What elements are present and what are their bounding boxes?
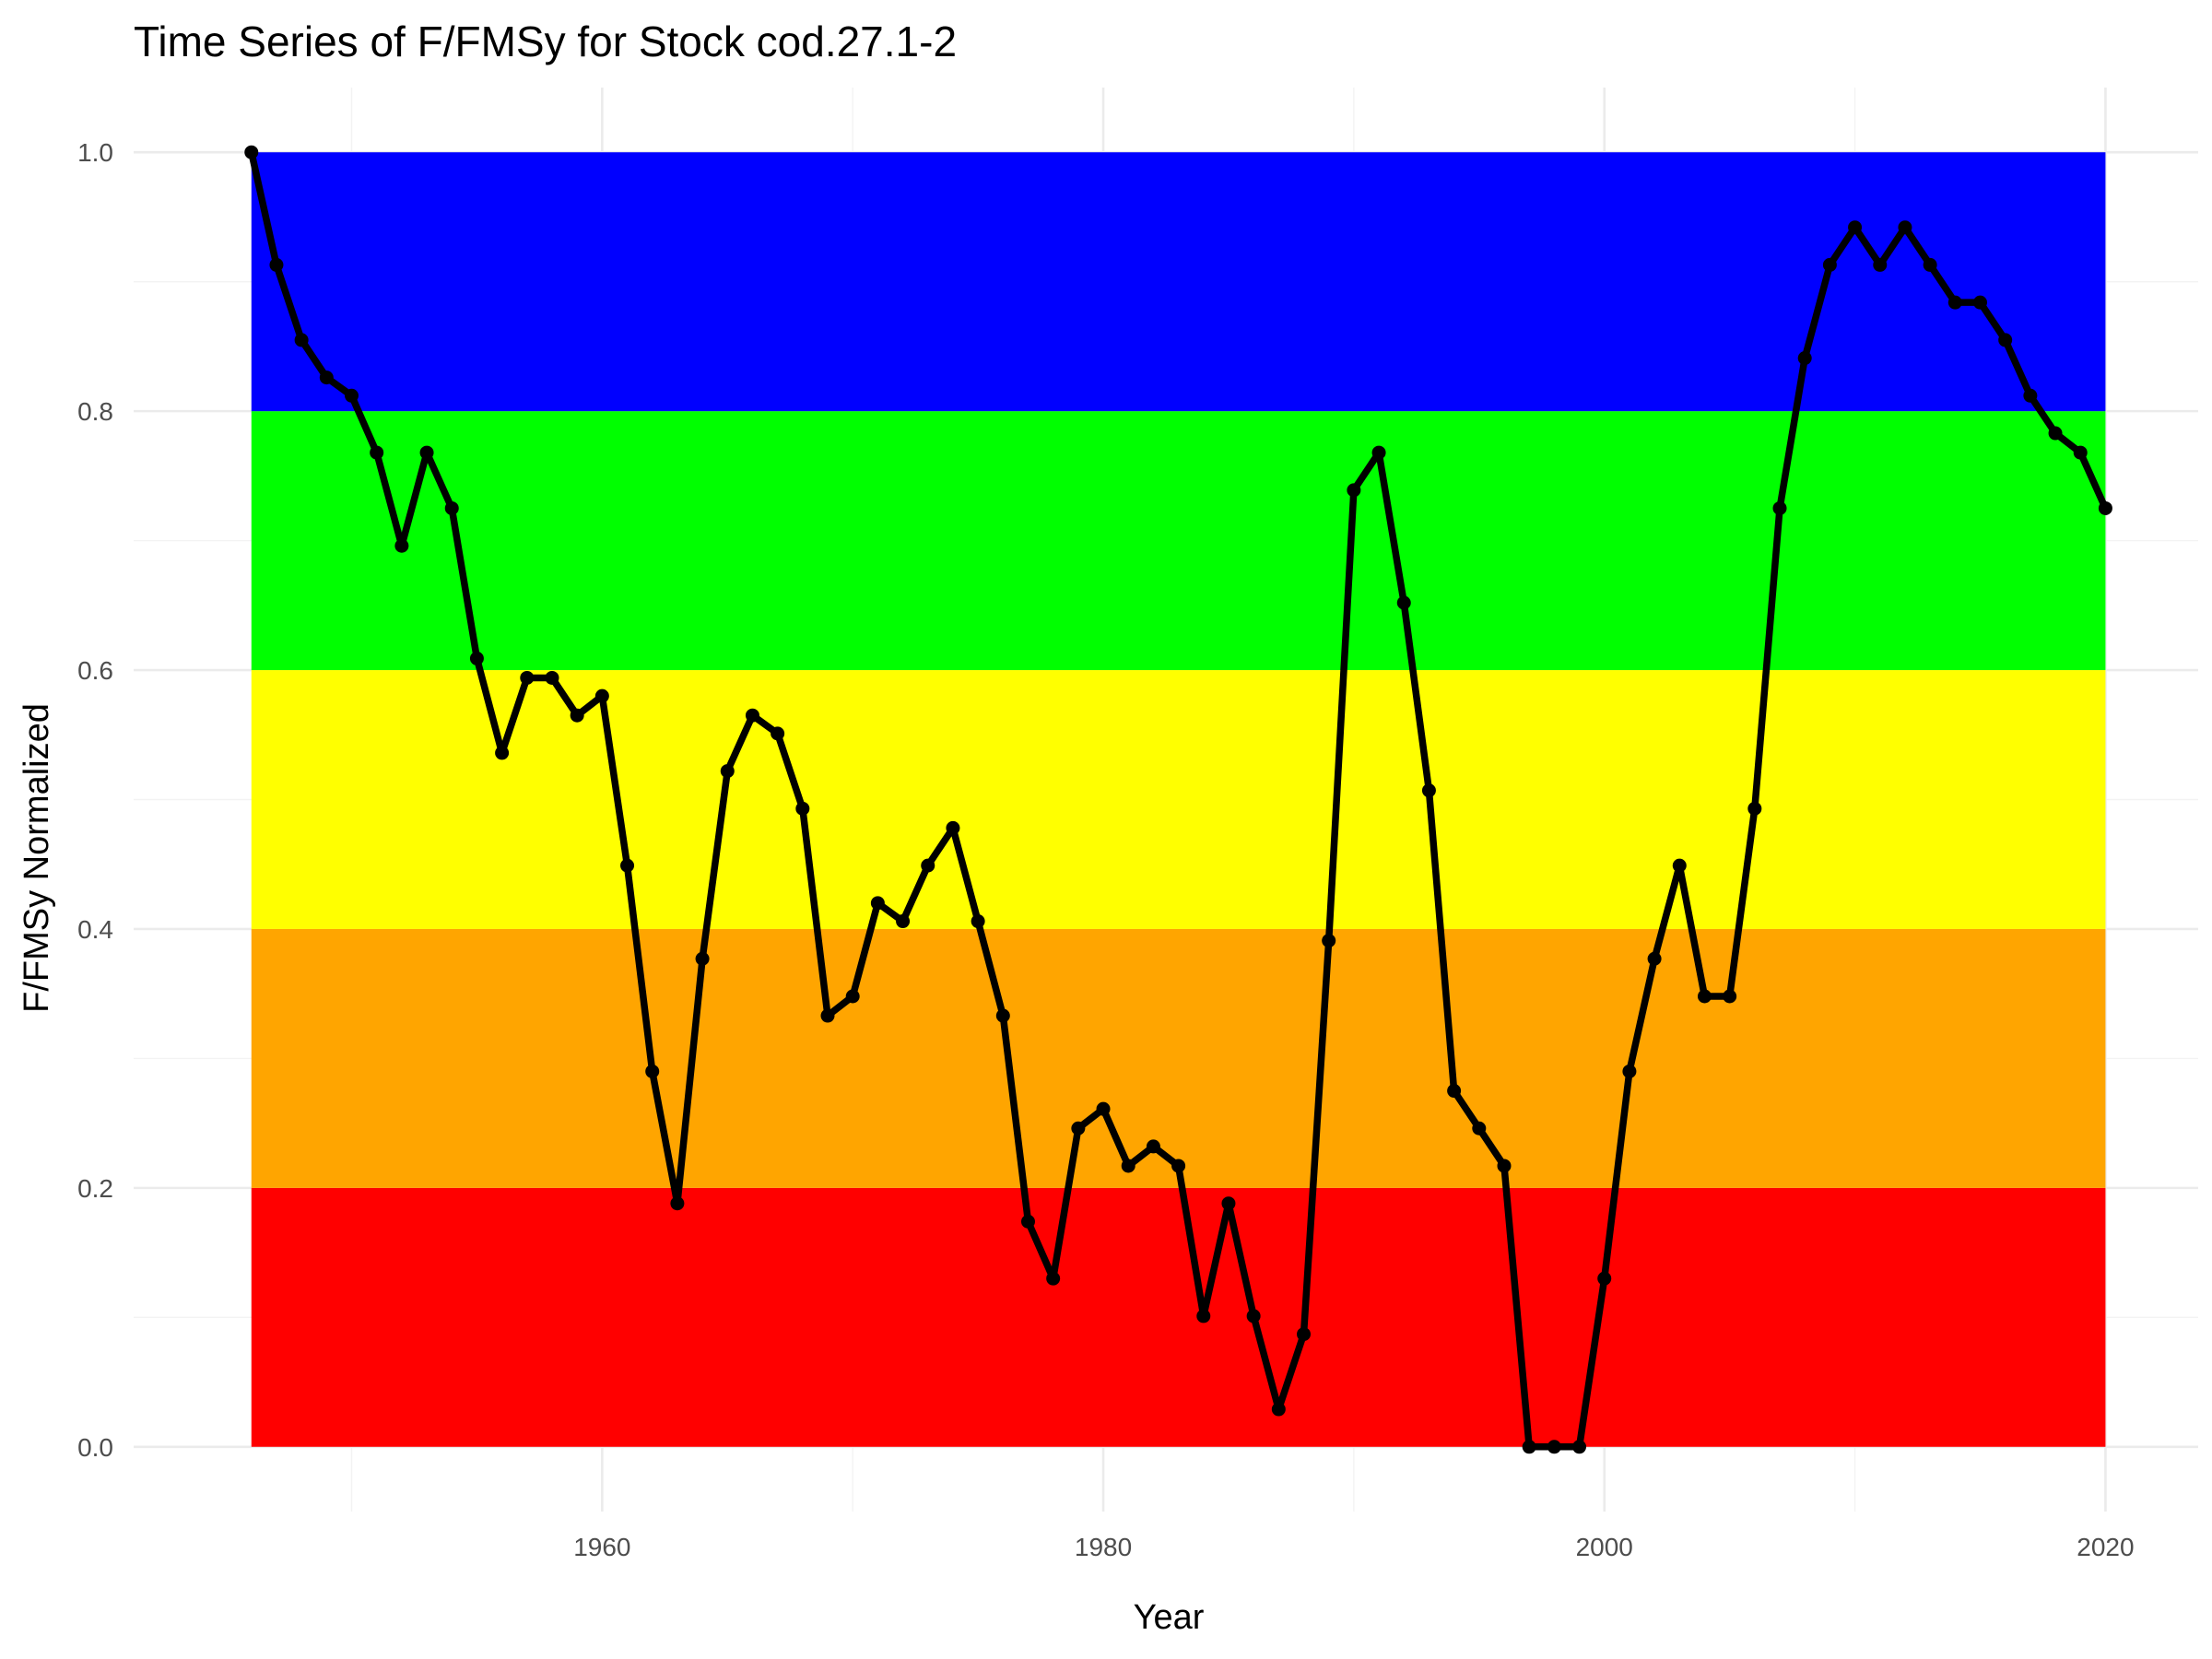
data-point [1297,1327,1312,1342]
y-tick-label: 0.6 [77,656,113,685]
data-point [1697,989,1712,1004]
data-point [1171,1159,1186,1173]
data-point [1447,1084,1462,1099]
data-point [720,764,735,779]
data-point [845,989,860,1004]
data-point [495,746,510,760]
data-point [620,858,635,873]
data-point [1672,858,1687,873]
data-point [1322,934,1336,948]
data-point [1622,1064,1637,1078]
data-point [1146,1139,1160,1154]
data-point [594,688,609,703]
data-point [345,388,359,403]
x-tick-label: 1980 [1075,1533,1132,1561]
x-tick-label: 1960 [573,1533,630,1561]
data-point [1020,1214,1035,1229]
data-point [1371,445,1386,460]
data-point [1947,295,1962,310]
data-point [1547,1440,1561,1454]
band-0.8-1 [251,152,2106,412]
tick-labels: 1960 1980 2000 2020 0.0 0.2 0.4 0.6 0.8 1.0 [77,138,2135,1561]
data-point [896,914,911,929]
data-point [2023,388,2038,403]
data-point [645,1064,660,1078]
data-point [795,801,810,816]
data-point [670,1196,685,1211]
data-point [2073,445,2088,460]
data-point [870,896,885,911]
series-points [244,145,2112,1454]
data-point [1196,1309,1211,1324]
data-point [1522,1440,1536,1454]
data-point [1998,333,2013,347]
y-tick-label: 0.0 [77,1433,113,1462]
data-point [995,1008,1010,1023]
data-point [971,914,985,929]
band-0.2-0.4 [251,928,2106,1188]
x-axis-label: Year [1134,1598,1205,1637]
band-0.4-0.6 [251,670,2106,929]
data-point [370,445,384,460]
data-point [1898,220,1912,235]
data-point [1572,1440,1587,1454]
data-point [1071,1121,1086,1135]
data-point [1096,1101,1111,1116]
data-point [771,726,785,741]
data-point [444,500,459,515]
data-point [244,145,259,159]
data-point [1848,220,1863,235]
y-tick-label: 0.4 [77,915,113,944]
data-point [419,445,434,460]
chart-title: Time Series of F/FMSy for Stock cod.27.1… [134,18,957,65]
data-point [1822,257,1837,272]
data-point [1972,295,1987,310]
data-point [545,670,559,685]
data-point [745,708,759,723]
data-point [1396,595,1411,610]
data-point [1497,1159,1512,1173]
data-point [921,858,935,873]
data-point [1221,1196,1236,1211]
data-point [520,670,535,685]
data-point [695,951,710,966]
data-point [1421,783,1436,798]
data-point [946,820,960,835]
data-point [1923,257,1937,272]
data-point [1597,1271,1612,1286]
data-point [1772,500,1787,515]
data-point [1472,1121,1487,1135]
data-point [1046,1271,1061,1286]
color-bands [251,152,2106,1447]
data-point [294,333,309,347]
y-tick-label: 0.8 [77,397,113,426]
data-point [469,651,484,665]
data-point [269,257,284,272]
data-point [1797,351,1812,366]
data-point [1723,989,1737,1004]
y-tick-label: 1.0 [77,138,113,167]
x-tick-label: 2000 [1576,1533,1633,1561]
data-point [1747,801,1762,816]
data-point [1647,951,1662,966]
y-axis-label: F/FMSy Normalized [18,703,56,1013]
data-point [1121,1159,1135,1173]
band-0.6-0.8 [251,411,2106,671]
data-point [394,538,409,553]
data-point [820,1008,835,1023]
data-point [2048,426,2063,441]
data-point [1347,483,1361,498]
y-tick-label: 0.2 [77,1174,113,1203]
data-point [1271,1402,1286,1417]
data-point [1246,1309,1261,1324]
data-point [570,708,584,723]
data-point [1873,257,1888,272]
data-point [319,371,334,385]
band-0-0.2 [251,1187,2106,1447]
data-point [2098,500,2112,515]
x-tick-label: 2020 [2077,1533,2134,1561]
